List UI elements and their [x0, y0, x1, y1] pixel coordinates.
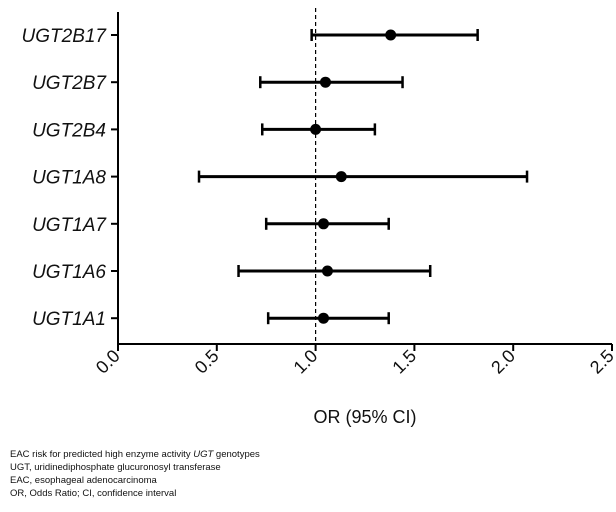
y-tick-label: UGT2B7 [32, 73, 107, 94]
or-point [319, 76, 331, 88]
footnotes: EAC risk for predicted high enzyme activ… [10, 448, 260, 500]
or-point [310, 123, 322, 135]
x-tick-label: 2.0 [487, 346, 519, 378]
or-point [385, 29, 397, 41]
forest-row: UGT2B7 [32, 73, 404, 94]
forest-plot: UGT2B17 UGT2B7 UGT2B4 UGT1A8 UGT1A7 UGT1A6 UGT… [22, 8, 616, 427]
y-tick-label: UGT1A7 [32, 215, 107, 236]
forest-row: UGT1A8 [32, 168, 529, 189]
x-tick-label: 1.0 [290, 346, 322, 378]
footnote-3: EAC, esophageal adenocarcinoma [10, 475, 157, 486]
forest-row: UGT2B4 [32, 120, 377, 141]
or-point [321, 265, 333, 277]
forest-row: UGT1A7 [32, 215, 390, 236]
or-point [318, 218, 330, 230]
or-point [318, 312, 330, 324]
x-tick-label: 0.0 [92, 346, 124, 378]
or-point [335, 171, 347, 183]
y-tick-label: UGT1A8 [32, 168, 106, 189]
y-tick-label: UGT1A6 [32, 262, 106, 283]
footnote-1: EAC risk for predicted high enzyme activ… [10, 449, 260, 460]
forest-row: UGT2B17 [22, 26, 479, 47]
y-tick-label: UGT2B17 [22, 26, 108, 47]
footnote-4: OR, Odds Ratio; CI, confidence interval [10, 488, 177, 499]
y-tick-label: UGT1A1 [32, 309, 106, 330]
x-tick-label: 0.5 [191, 346, 223, 378]
forest-row: UGT1A1 [32, 309, 390, 330]
x-axis-label: OR (95% CI) [313, 407, 416, 427]
y-tick-label: UGT2B4 [32, 120, 106, 141]
x-tick-label: 1.5 [388, 346, 420, 378]
footnote-2: UGT, uridinediphosphate glucuronosyl tra… [10, 462, 221, 473]
x-axis-ticks: 0.0 0.5 1.0 1.5 2.0 2.5 [92, 344, 616, 378]
forest-row: UGT1A6 [32, 262, 432, 283]
forest-rows: UGT2B17 UGT2B7 UGT2B4 UGT1A8 UGT1A7 UGT1A6 UGT… [22, 26, 529, 330]
